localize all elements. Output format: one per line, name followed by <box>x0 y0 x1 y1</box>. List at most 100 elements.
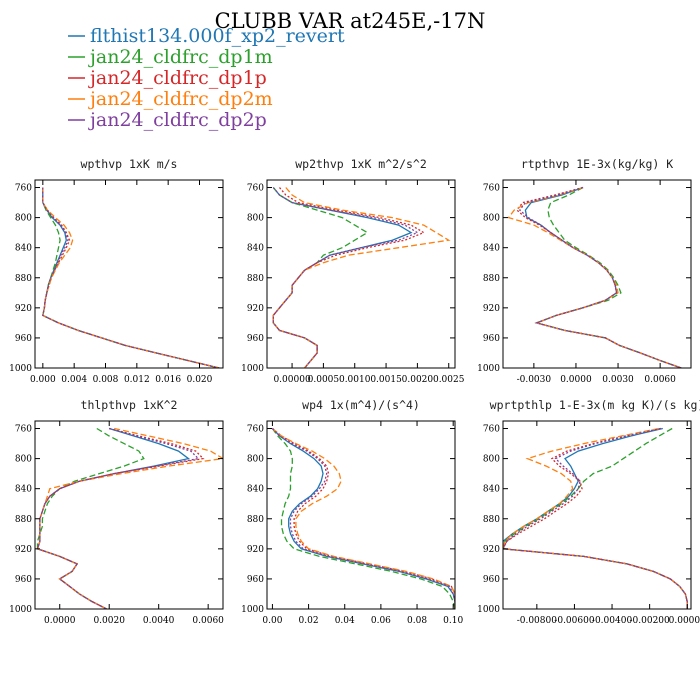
y-tick-label: 920 <box>15 545 32 555</box>
y-tick-label: 880 <box>15 274 32 284</box>
legend-entry: jan24_cldfrc_dp1m <box>88 46 273 68</box>
chart-panel: wpthvp 1xK m/s76080084088092096010000.00… <box>9 157 224 385</box>
y-tick-label: 1000 <box>477 605 500 615</box>
y-tick-label: 880 <box>483 515 500 525</box>
series-line <box>271 428 455 609</box>
series-line <box>503 427 688 609</box>
y-tick-label: 800 <box>15 214 32 224</box>
legend-entry: flthist134.000f_xp2_revert <box>90 25 345 47</box>
panel-title: wpthvp 1xK m/s <box>81 157 178 171</box>
x-tick-label: 0.0005 <box>308 375 340 385</box>
y-tick-label: 840 <box>483 244 500 254</box>
x-tick-label: 0.000 <box>30 375 56 385</box>
x-tick-label: -0.00600 <box>554 616 595 626</box>
panel-title: wprtpthlp 1-E-3x(m kg K)/(s kg) <box>490 398 700 412</box>
series-line <box>42 187 220 368</box>
y-tick-label: 1000 <box>9 605 32 615</box>
y-tick-label: 760 <box>247 184 264 194</box>
series-line <box>271 427 455 609</box>
series-line <box>42 187 220 368</box>
x-tick-label: 0.0040 <box>143 616 175 626</box>
x-tick-label: 0.0060 <box>644 375 676 385</box>
series-line <box>272 187 426 368</box>
plot-frame <box>34 420 224 610</box>
panel-title: wp4 1x(m^4)/(s^4) <box>302 398 420 412</box>
y-tick-label: 800 <box>247 455 264 465</box>
series-line <box>272 187 451 368</box>
x-tick-label: -0.0030 <box>517 375 552 385</box>
y-tick-label: 800 <box>247 214 264 224</box>
series-line <box>503 427 688 609</box>
y-tick-label: 920 <box>15 304 32 314</box>
x-tick-label: 0.10 <box>443 616 463 626</box>
x-tick-label: 0.00000 <box>669 616 700 626</box>
series-line <box>272 187 413 368</box>
x-tick-label: 0.008 <box>93 375 119 385</box>
plot-frame <box>502 179 692 369</box>
series-line <box>42 187 220 368</box>
y-tick-label: 880 <box>247 515 264 525</box>
x-tick-label: 0.08 <box>407 616 427 626</box>
x-tick-label: 0.00000 <box>273 375 310 385</box>
series-line <box>36 427 200 609</box>
chart-panel: wp2thvp 1xK m^2/s^2 760 800 840 880 920 960 100… <box>241 157 465 385</box>
y-tick-label: 760 <box>483 425 500 435</box>
x-tick-label: 0.0030 <box>602 375 634 385</box>
series-line <box>36 427 223 609</box>
y-tick-label: 1000 <box>477 364 500 374</box>
y-tick-label: 800 <box>483 455 500 465</box>
series-line <box>503 427 688 609</box>
series-line <box>503 427 688 609</box>
x-tick-label: 0.004 <box>61 375 87 385</box>
y-tick-label: 840 <box>483 485 500 495</box>
x-tick-label: 0.04 <box>335 616 355 626</box>
y-tick-label: 880 <box>247 274 264 284</box>
x-tick-label: 0.02 <box>299 616 319 626</box>
panel-title: wp2thvp 1xK m^2/s^2 <box>295 157 427 171</box>
y-tick-label: 960 <box>247 575 264 585</box>
plot-frame <box>266 179 456 369</box>
x-tick-label: 0.0010 <box>339 375 371 385</box>
legend-entry: jan24_cldfrc_dp2m <box>88 88 273 110</box>
y-tick-label: 960 <box>247 334 264 344</box>
legend-entry: jan24_cldfrc_dp2p <box>88 109 267 131</box>
x-tick-label: 0.0000 <box>44 616 76 626</box>
series-line <box>503 427 688 609</box>
y-tick-label: 920 <box>483 304 500 314</box>
x-tick-label: 0.020 <box>187 375 213 385</box>
x-tick-label: -0.00200 <box>630 616 671 626</box>
y-tick-label: 1000 <box>9 364 32 374</box>
x-tick-label: 0.0000 <box>560 375 592 385</box>
y-tick-label: 960 <box>15 575 32 585</box>
y-tick-label: 920 <box>247 304 264 314</box>
x-tick-label: 0.0015 <box>370 375 402 385</box>
series-line <box>36 427 145 609</box>
x-tick-label: 0.0025 <box>433 375 465 385</box>
y-tick-label: 880 <box>483 274 500 284</box>
y-tick-label: 840 <box>15 244 32 254</box>
y-tick-label: 1000 <box>241 364 264 374</box>
y-tick-label: 800 <box>15 455 32 465</box>
y-tick-label: 1000 <box>241 605 264 615</box>
series-line <box>42 187 220 368</box>
chart-panel: wprtpthlp 1-E-3x(m kg K)/(s kg) 760 800 840… <box>477 398 700 626</box>
x-tick-label: 0.012 <box>124 375 150 385</box>
x-tick-label: 0.016 <box>155 375 181 385</box>
y-tick-label: 800 <box>483 214 500 224</box>
y-tick-label: 760 <box>483 184 500 194</box>
x-tick-label: -0.00800 <box>517 616 558 626</box>
figure-title: CLUBB VAR at245E,-17N <box>215 9 486 33</box>
legend: flthist134.000f_xp2_revertjan24_cldfrc_d… <box>68 25 345 131</box>
series-line <box>36 427 205 609</box>
series-line <box>42 187 220 368</box>
panel-title: thlpthvp 1xK^2 <box>81 398 178 412</box>
y-tick-label: 760 <box>247 425 264 435</box>
chart-panel: wp4 1x(m^4)/(s^4)76080084088092096010000… <box>241 398 463 626</box>
y-tick-label: 840 <box>15 485 32 495</box>
x-tick-label: 0.0020 <box>402 375 434 385</box>
series-line <box>271 427 455 609</box>
plot-frame <box>502 420 692 610</box>
y-tick-label: 760 <box>15 184 32 194</box>
y-tick-label: 880 <box>15 515 32 525</box>
series-line <box>534 186 682 368</box>
